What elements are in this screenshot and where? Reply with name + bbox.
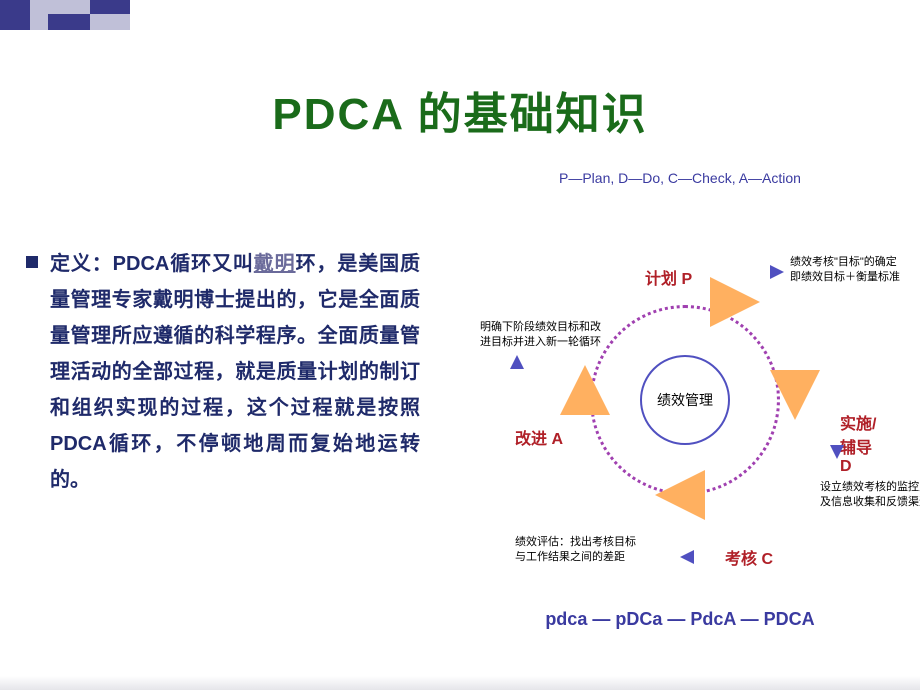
deco-block: [30, 0, 90, 14]
deco-block: [48, 14, 90, 30]
triangle-action-icon: [560, 365, 610, 415]
deco-block: [90, 14, 130, 30]
deco-block: [30, 14, 48, 30]
label-action: 改进 A: [515, 425, 563, 449]
deming-link[interactable]: 戴明: [254, 253, 296, 275]
triangle-plan-icon: [710, 277, 760, 327]
triangle-do-icon: [770, 370, 820, 420]
legend-text: P—Plan, D—Do, C—Check, A—Action: [450, 170, 910, 186]
annot-do: 设立绩效考核的监控点及信息收集和反馈渠道: [820, 480, 920, 511]
footer-sequence: pdca — pDCa — PdcA — PDCA: [450, 609, 910, 630]
center-label: 绩效管理: [657, 390, 713, 410]
annot-action: 明确下阶段绩效目标和改进目标并进入新一轮循环: [480, 320, 620, 351]
definition-prefix: 定义：PDCA循环又叫: [50, 253, 254, 275]
deco-block: [0, 0, 30, 30]
definition-paragraph: 定义：PDCA循环又叫戴明环，是美国质量管理专家戴明博士提出的，它是全面质量管理…: [50, 246, 420, 498]
triangle-check-icon: [655, 470, 705, 520]
bottom-shadow: [0, 676, 920, 690]
center-circle: 绩效管理: [640, 355, 730, 445]
deco-block: [90, 0, 130, 14]
label-plan: 计划 P: [645, 265, 692, 289]
arrow-do-icon: [830, 445, 844, 459]
pdca-diagram: P—Plan, D—Do, C—Check, A—Action 绩效管理 计划 …: [450, 160, 910, 640]
bullet-icon: [26, 256, 38, 268]
annot-check: 绩效评估：找出考核目标与工作结果之间的差距: [515, 535, 675, 566]
definition-suffix: 环，是美国质量管理专家戴明博士提出的，它是全面质量管理所应遵循的科学程序。全面质…: [50, 253, 420, 491]
label-do: 实施/辅导 D: [840, 410, 880, 476]
label-check: 考核 C: [725, 545, 773, 569]
annot-plan: 绩效考核"目标"的确定即绩效目标＋衡量标准: [790, 255, 920, 286]
arrow-action-icon: [510, 355, 524, 369]
corner-decoration: [0, 0, 140, 40]
arrow-plan-icon: [770, 265, 784, 279]
slide-title: PDCA 的基础知识: [0, 78, 920, 142]
cycle-wrap: 绩效管理 计划 P 实施/辅导 D 考核 C 改进 A 绩效考核"目标"的确定即…: [480, 215, 880, 595]
arrow-check-icon: [680, 550, 694, 564]
